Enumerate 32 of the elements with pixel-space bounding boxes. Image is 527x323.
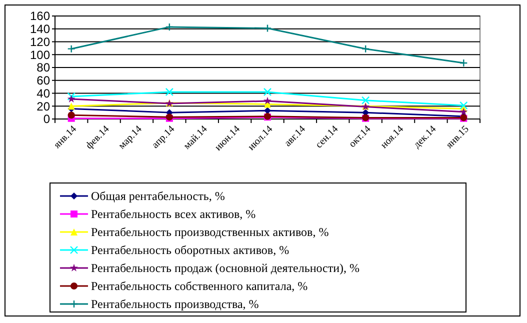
y-tick-label: 20 xyxy=(36,99,50,114)
y-tick-label: 60 xyxy=(36,74,50,88)
point xyxy=(263,24,272,32)
legend-label: Рентабельность производства, % xyxy=(91,297,259,312)
point xyxy=(361,44,370,53)
y-tick-label: 100 xyxy=(30,48,50,62)
y-tick-label: 140 xyxy=(30,22,50,36)
legend-label: Рентабельность всех активов, % xyxy=(91,207,256,222)
point xyxy=(165,88,174,96)
legend-label: Рентабельность производственных активов, % xyxy=(91,225,329,240)
point xyxy=(460,58,468,68)
legend-label: Рентабельность продаж (основной деятельности), % xyxy=(91,261,360,276)
point xyxy=(68,112,75,119)
y-tick-label: 120 xyxy=(30,34,50,49)
point xyxy=(67,92,76,101)
point xyxy=(263,88,272,96)
point xyxy=(165,22,174,32)
legend-label: Общая рентабельность, % xyxy=(91,189,225,204)
point xyxy=(460,101,468,110)
y-tick-label: 40 xyxy=(36,86,50,100)
legend-label: Рентабельность оборотных активов, % xyxy=(91,243,290,258)
point xyxy=(460,108,468,116)
point xyxy=(361,96,370,104)
y-tick-label: 80 xyxy=(36,60,50,75)
legend-label: Рентабельность собственного капитала, % xyxy=(91,279,308,294)
point xyxy=(68,102,75,110)
point xyxy=(264,96,272,104)
point xyxy=(264,107,271,114)
point xyxy=(67,94,76,102)
point xyxy=(67,44,76,53)
y-tick-label: 160 xyxy=(30,9,50,24)
y-tick-label: 0 xyxy=(43,112,50,126)
